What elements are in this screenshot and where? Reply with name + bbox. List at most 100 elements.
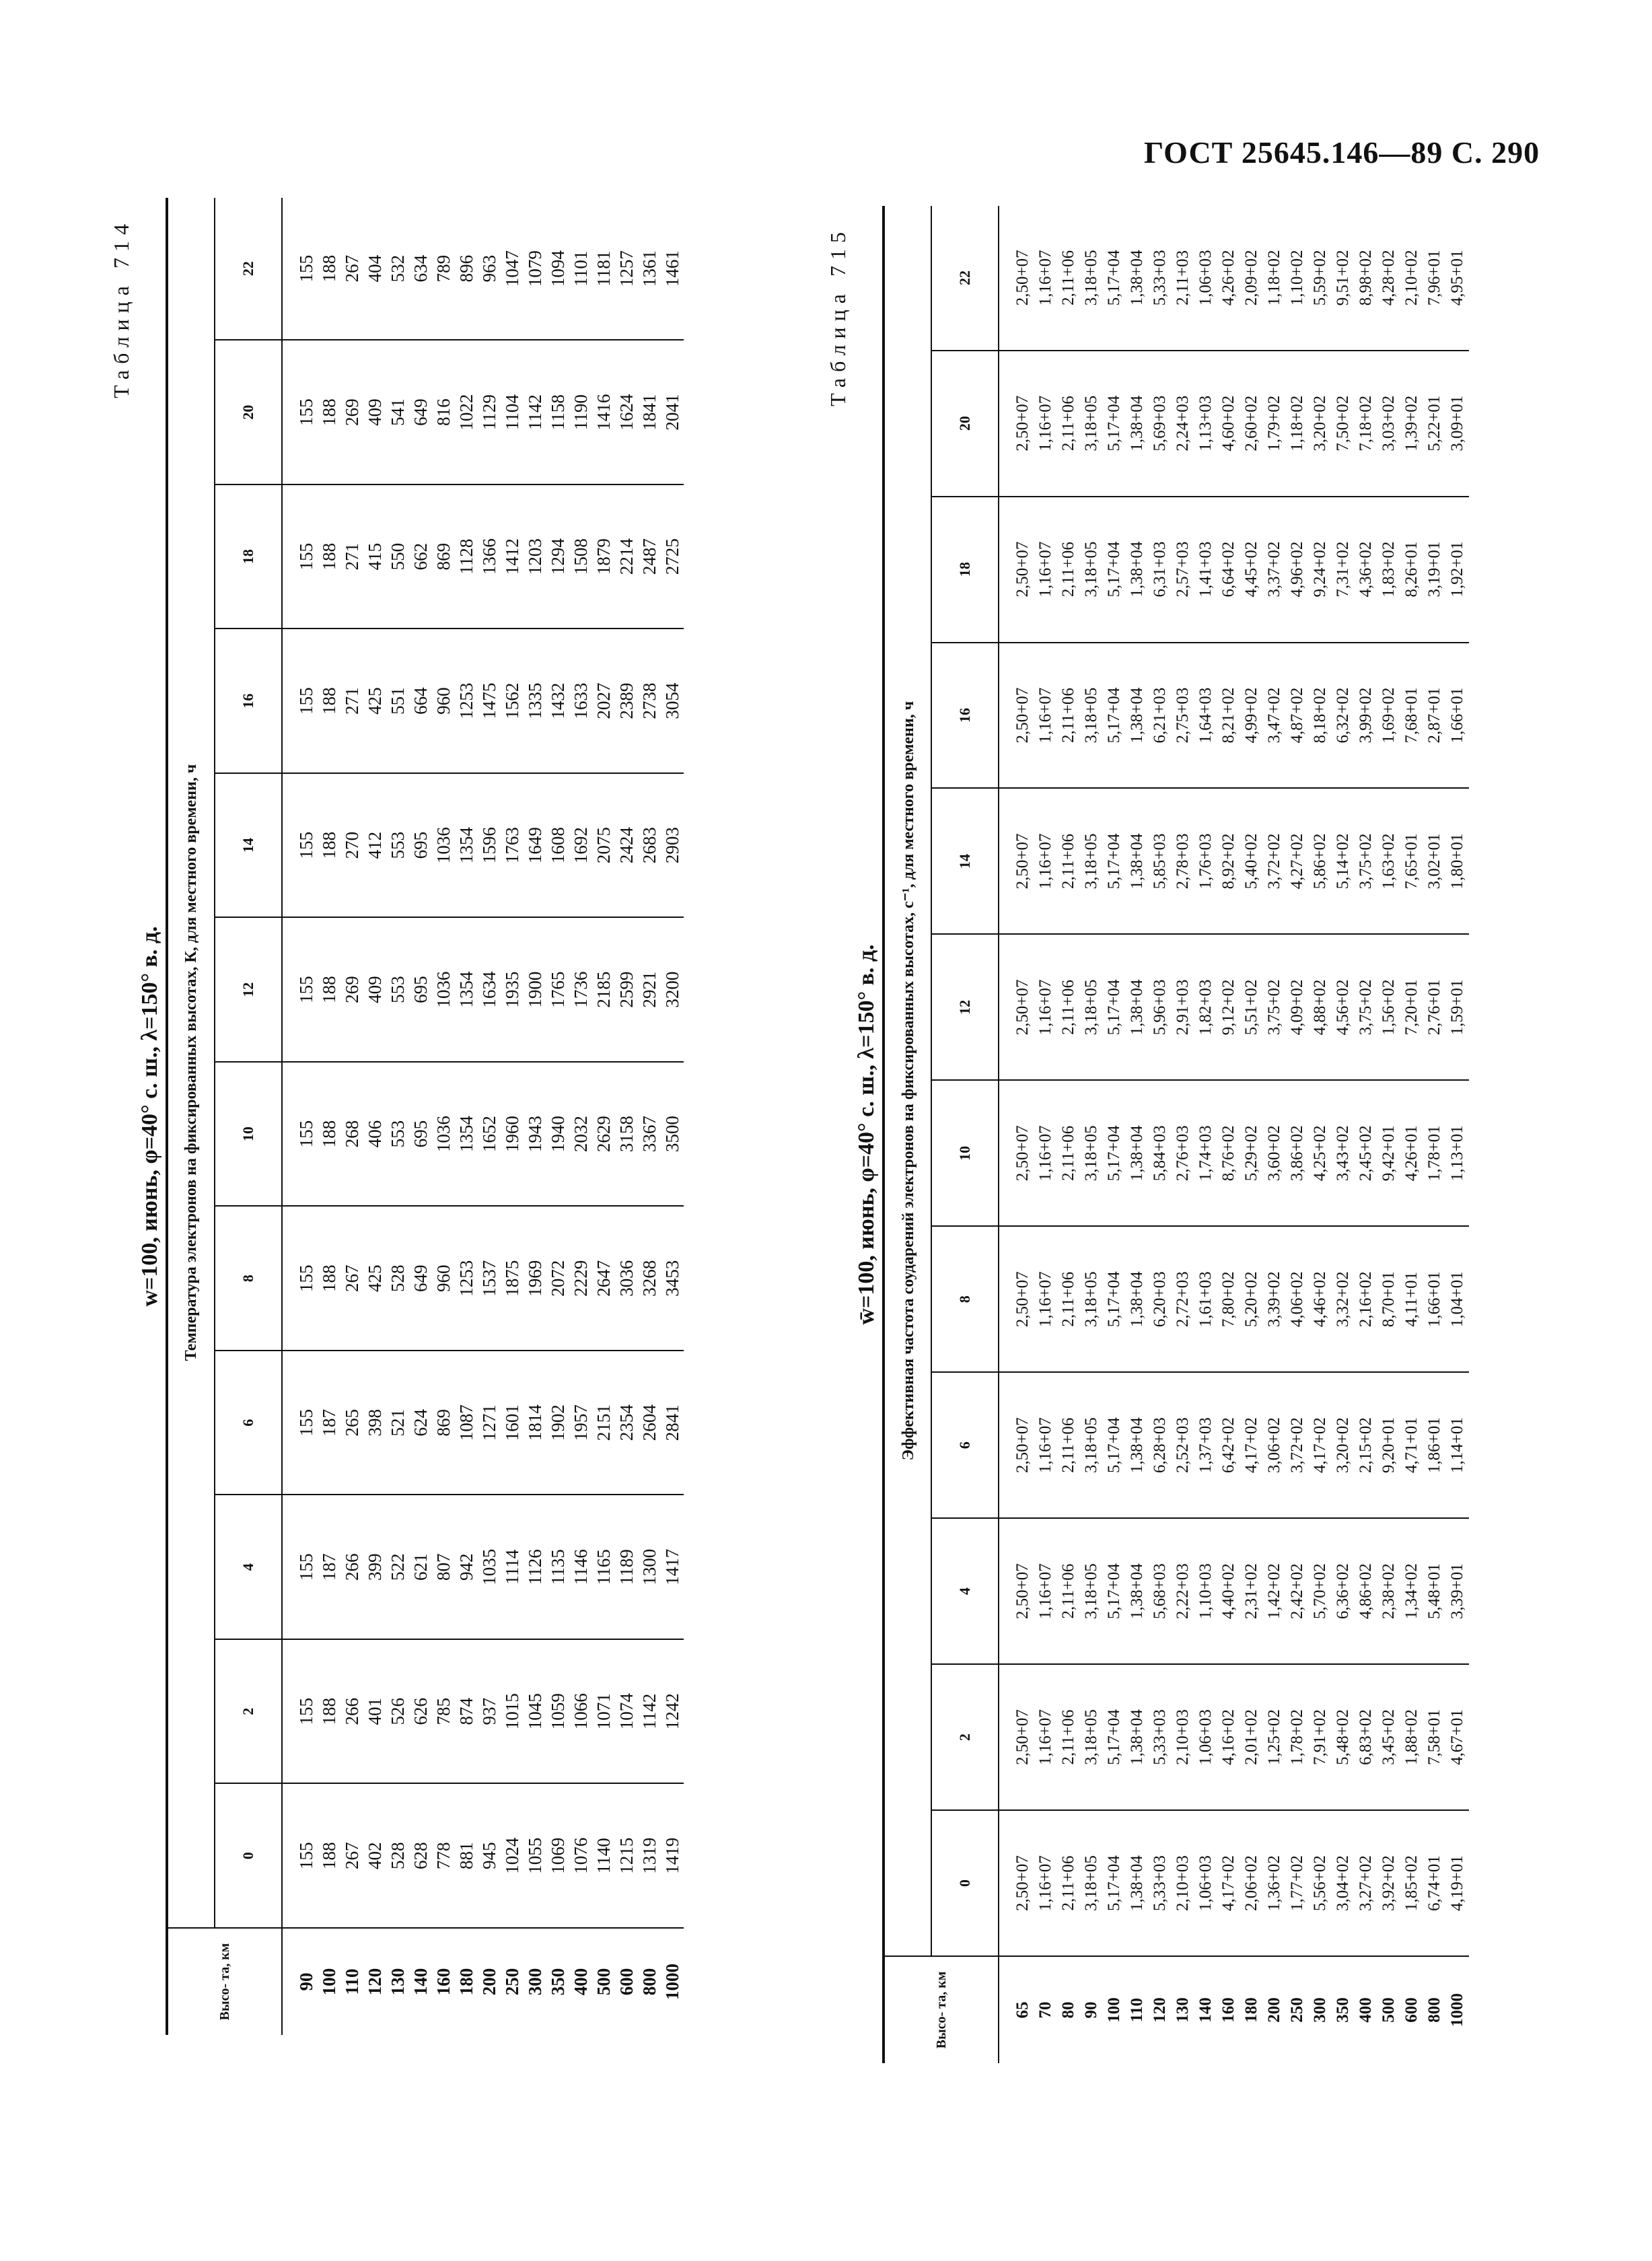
cell-value: 155 — [282, 629, 318, 773]
cell-value: 2032 — [569, 1061, 592, 1207]
height-value: 80 — [1059, 2001, 1077, 2019]
cell-value: 695 — [409, 1061, 432, 1207]
cell-value: 404 — [363, 198, 386, 340]
hour-label: 12 — [215, 917, 282, 1062]
cell-value: 2647 — [592, 1206, 615, 1351]
cell-value: 1165 — [592, 1495, 615, 1639]
cell-value: 5,17+04 — [1103, 788, 1126, 935]
cell-value: 881 — [455, 1783, 478, 1928]
cell-value: 3,18+05 — [1080, 1372, 1103, 1519]
cell-value: 1765 — [546, 917, 569, 1062]
cell-value: 7,20+01 — [1400, 934, 1423, 1081]
cell-value: 1071 — [592, 1639, 615, 1784]
cell-value: 425 — [363, 1206, 386, 1351]
cell-value: 2,50+07 — [999, 1664, 1034, 1811]
cell-value: 2,50+07 — [999, 206, 1034, 351]
data-row: 500 1140 1071 1165 2151 2647 2629 2185 2075 2027 1… — [592, 198, 615, 2035]
cell-value: 1300 — [638, 1495, 661, 1639]
hour-label: 2 — [931, 1664, 999, 1811]
cell-value: 541 — [386, 340, 409, 485]
cell-value: 4,40+02 — [1217, 1518, 1240, 1665]
hour-label: 20 — [215, 340, 282, 485]
cell-value: 3,75+02 — [1355, 788, 1377, 935]
cell-value: 1416 — [592, 340, 615, 485]
cell-value: 412 — [363, 773, 386, 918]
cell-value: 2,72+03 — [1172, 1226, 1194, 1373]
cell-value: 4,88+02 — [1309, 934, 1332, 1081]
cell-value: 1,39+02 — [1400, 350, 1423, 497]
cell-value: 1,06+03 — [1194, 206, 1217, 351]
cell-value: 5,59+02 — [1309, 206, 1332, 351]
hour-label: 8 — [931, 1226, 999, 1373]
cell-value: 649 — [409, 340, 432, 485]
cell-value: 532 — [386, 198, 409, 340]
cell-value: 1461 — [661, 198, 684, 340]
data-table: Высо- та, км Температура электронов на фи… — [166, 198, 684, 2035]
cell-value: 155 — [282, 1639, 318, 1784]
height-value: 800 — [639, 1968, 659, 1996]
cell-value: 2,11+06 — [1057, 1518, 1080, 1665]
cell-value: 1024 — [501, 1783, 524, 1928]
cell-value: 2,76+03 — [1172, 1080, 1194, 1227]
cell-value: 1,38+04 — [1126, 934, 1149, 1081]
cell-value: 1366 — [478, 484, 501, 629]
cell-value: 1,38+04 — [1126, 1080, 1149, 1227]
cell-value: 2,87+01 — [1423, 642, 1446, 789]
cell-value: 1354 — [455, 773, 478, 918]
cell-value: 1652 — [478, 1061, 501, 1207]
cell-value: 4,17+02 — [1240, 1372, 1263, 1519]
cell-value: 188 — [318, 340, 340, 485]
cell-value: 1,63+02 — [1377, 788, 1400, 935]
cell-value: 1,64+03 — [1194, 642, 1217, 789]
data-row: 500 3,92+02 3,45+02 2,38+02 9,20+01 8,70+01 9,… — [1377, 206, 1400, 2063]
cell-value: 1271 — [478, 1350, 501, 1495]
cell-value: 937 — [478, 1639, 501, 1784]
page-header: ГОСТ 25645.146—89 С. 290 — [1144, 135, 1540, 170]
cell-value: 7,80+02 — [1217, 1226, 1240, 1373]
cell-value: 1076 — [569, 1783, 592, 1928]
cell-value: 271 — [340, 629, 363, 773]
column-group-header: Температура электронов на фиксированных … — [167, 198, 215, 1928]
cell-value: 1,92+01 — [1446, 496, 1469, 643]
cell-value: 3,18+05 — [1080, 350, 1103, 497]
cell-value: 7,31+02 — [1332, 496, 1355, 643]
cell-value: 7,91+02 — [1309, 1664, 1332, 1811]
cell-value: 4,45+02 — [1240, 496, 1263, 643]
cell-value: 8,98+02 — [1355, 206, 1377, 351]
cell-value: 9,24+02 — [1309, 496, 1332, 643]
data-row: 1000 4,19+01 4,67+01 3,39+01 1,14+01 1,04+01 1… — [1446, 206, 1469, 2063]
cell-value: 1,18+02 — [1286, 350, 1309, 497]
cell-value: 2,11+06 — [1057, 1664, 1080, 1811]
cell-value: 3158 — [615, 1061, 638, 1207]
cell-value: 269 — [340, 340, 363, 485]
cell-value: 1900 — [524, 917, 546, 1062]
cell-value: 155 — [282, 1206, 318, 1351]
cell-value: 1608 — [546, 773, 569, 918]
cell-value: 1354 — [455, 1061, 478, 1207]
cell-value: 1875 — [501, 1206, 524, 1351]
cell-value: 5,17+04 — [1103, 934, 1126, 1081]
cell-value: 1087 — [455, 1350, 478, 1495]
cell-value: 5,17+04 — [1103, 496, 1126, 643]
cell-value: 2,15+02 — [1355, 1372, 1377, 1519]
cell-value: 3,92+02 — [1377, 1810, 1400, 1956]
cell-value: 2,50+07 — [999, 1810, 1034, 1956]
data-row: 130 2,10+03 2,10+03 2,22+03 2,52+03 2,72+03 2,… — [1172, 206, 1194, 2063]
data-row: 65 2,50+07 2,50+07 2,50+07 2,50+07 2,50+07 2,5… — [999, 206, 1034, 2063]
cell-value: 3036 — [615, 1206, 638, 1351]
cell-value: 2,91+03 — [1172, 934, 1194, 1081]
cell-value: 5,17+04 — [1103, 350, 1126, 497]
height-value: 350 — [548, 1968, 568, 1996]
hour-label: 22 — [215, 198, 282, 340]
cell-value: 695 — [409, 917, 432, 1062]
data-row: 180 2,06+02 2,01+02 2,31+02 4,17+02 5,20+02 5,… — [1240, 206, 1263, 2063]
cell-value: 1022 — [455, 340, 478, 485]
table-title: w=100, июнь, φ=40° с. ш., λ=150° в. д. — [137, 926, 162, 1307]
cell-value: 2,06+02 — [1240, 1810, 1263, 1956]
data-row: 140 1,06+03 1,06+03 1,10+03 1,37+03 1,61+03 1,… — [1194, 206, 1217, 2063]
cell-value: 3,18+05 — [1080, 1810, 1103, 1956]
cell-value: 2,16+02 — [1355, 1226, 1377, 1373]
cell-value: 3,18+05 — [1080, 788, 1103, 935]
cell-value: 188 — [318, 198, 340, 340]
cell-value: 695 — [409, 773, 432, 918]
